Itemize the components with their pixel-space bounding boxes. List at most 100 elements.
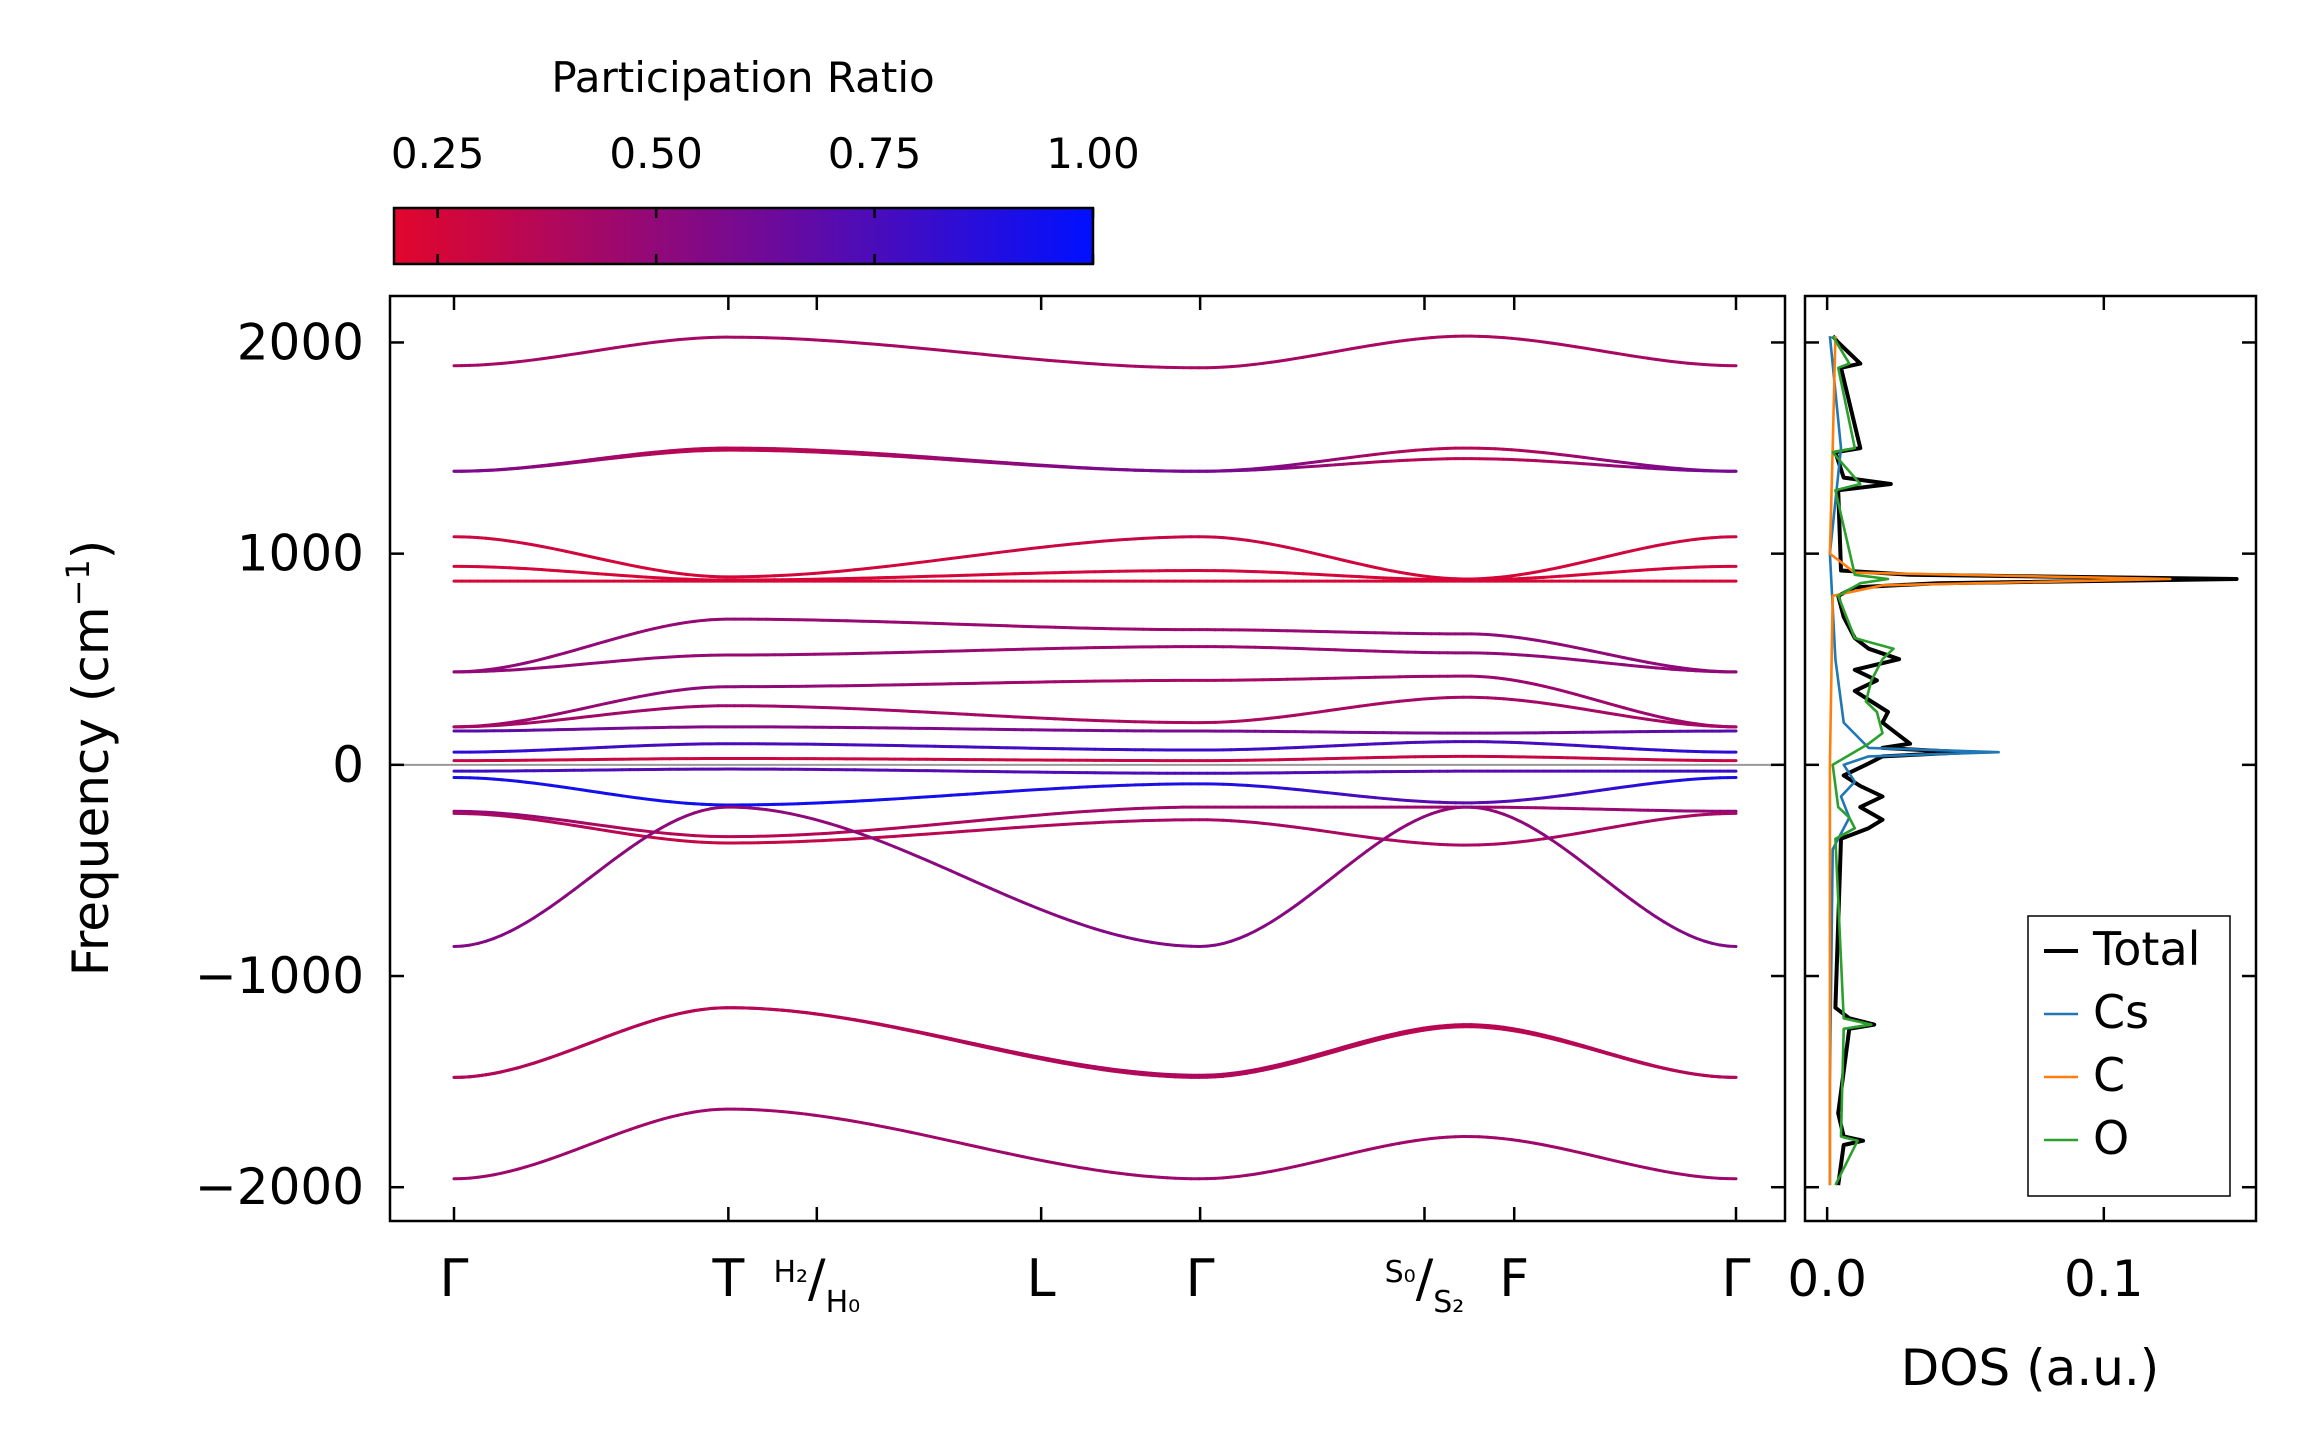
band-line-segment: [540, 905, 552, 915]
legend-label-cs: Cs: [2093, 985, 2149, 1039]
dos-series-total: [1831, 334, 2239, 1186]
band-line-segment: [556, 894, 568, 903]
band-line-segment: [1365, 843, 1377, 853]
band-line-segment: [1614, 886, 1626, 896]
colorbar: Participation Ratio 0.25 0.50 0.75 1.00: [391, 53, 1140, 266]
band-line-segment: [1518, 819, 1530, 827]
y-axis-label: Frequency (cm−1): [59, 540, 120, 977]
dos-y-ticks: [1805, 341, 2256, 1189]
band-line-segment: [548, 899, 560, 909]
band-x-tick-label-sub: S₂: [1433, 1285, 1464, 1320]
band-line-segment: [1349, 855, 1361, 865]
colorbar-tick-label: 0.50: [609, 129, 703, 178]
band-line-segment: [508, 925, 520, 933]
band-line-segment: [516, 921, 528, 929]
band-y-tick-label: −1000: [195, 947, 364, 1005]
band-line-segment: [1526, 823, 1538, 832]
band-line-segment: [1550, 838, 1562, 847]
band-line-segment: [1542, 833, 1554, 842]
colorbar-tick-label: 1.00: [1046, 129, 1140, 178]
band-line-segment: [1646, 909, 1658, 919]
colorbar-gradient: [392, 206, 1095, 266]
dos-series-c: [1828, 336, 2172, 1186]
dos-series-cs: [1828, 335, 2000, 1186]
band-line-segment: [1253, 925, 1265, 933]
band-line-segment: [1638, 904, 1650, 913]
band-line-segment: [1381, 832, 1393, 841]
legend-frame: [2027, 915, 2231, 1197]
band-line-segment: [1630, 898, 1642, 908]
band-line-segment: [1301, 892, 1313, 902]
band-x-tick-label: Γ: [1722, 1249, 1751, 1309]
band-y-tick-label: 0: [332, 736, 364, 794]
band-line-segment: [660, 821, 672, 829]
dos-lines: [1828, 334, 2239, 1186]
band-line-segment: [572, 882, 584, 892]
band-line-segment: [1309, 886, 1321, 896]
dos-x-tick-label: 0.0: [1787, 1250, 1867, 1308]
band-line-segment: [564, 888, 576, 898]
band-line-segment: [1397, 823, 1409, 831]
band-plot-frame: [388, 294, 1787, 1223]
band-x-tick-label: Γ: [1186, 1249, 1215, 1309]
band-line-segment: [1598, 874, 1610, 884]
band-line-segment: [1670, 925, 1682, 933]
band-line-segment: [524, 916, 536, 925]
dos-x-axis-label: DOS (a.u.): [1901, 1339, 2160, 1397]
colorbar-tick-label: 0.75: [828, 129, 922, 178]
band-line-segment: [1373, 837, 1385, 847]
band-line-segment: [1333, 867, 1345, 877]
band-line-segment: [1261, 920, 1273, 929]
band-line-segment: [1277, 910, 1289, 919]
band-line-segment: [1566, 849, 1578, 859]
band-line-segment: [1357, 849, 1369, 859]
legend-label-o: O: [2093, 1111, 2129, 1165]
legend: Total Cs CO: [2027, 915, 2231, 1197]
band-line-segment: [644, 830, 656, 839]
dos-series-o: [1831, 335, 1895, 1186]
band-line-segment: [620, 846, 632, 855]
band-x-tick-label-sub: H₀: [826, 1285, 861, 1320]
band-line-segment: [636, 835, 648, 844]
band-x-tick-label-slash: /: [1416, 1249, 1434, 1309]
band-x-tick-label: T: [711, 1249, 744, 1309]
colorbar-label: Participation Ratio: [551, 53, 934, 102]
band-x-tick-label: F: [1499, 1249, 1529, 1309]
y-axis-label-sup: −1: [59, 559, 97, 606]
band-line-segment: [1317, 880, 1329, 890]
band-x-tick-label-slash: /: [808, 1249, 826, 1309]
band-line-segment: [580, 875, 592, 886]
band-line-segment: [1654, 915, 1666, 924]
dos-x-ticks: 0.0 0.1: [1787, 296, 2144, 1308]
band-line-segment: [612, 851, 624, 861]
y-axis-label-close: ): [62, 540, 120, 560]
band-x-tick-label-sup: H₂: [773, 1255, 808, 1290]
band-line-segment: [532, 911, 544, 920]
legend-label-c: C: [2093, 1048, 2125, 1102]
band-x-tick-label-sup: S₀: [1385, 1255, 1416, 1290]
band-line-segment: [1622, 892, 1634, 902]
colorbar-ticks: 0.25 0.50 0.75 1.00: [391, 129, 1140, 264]
band-line-segment: [1558, 843, 1570, 853]
band-x-tick-label: Γ: [440, 1249, 469, 1309]
band-x-tick-label: L: [1027, 1249, 1056, 1309]
dos-plot-frame: [1803, 294, 2258, 1223]
y-axis-label-main: Frequency (cm: [62, 606, 120, 976]
band-line-segment: [1389, 827, 1401, 836]
dos-x-tick-label: 0.1: [2064, 1250, 2144, 1308]
band-lines: [452, 334, 1738, 1181]
band-line-segment: [1341, 861, 1353, 871]
band-line-segment: [1590, 867, 1602, 878]
band-line-segment: [1662, 920, 1674, 929]
band-line-segment: [1582, 861, 1594, 871]
band-y-tick-label: 1000: [237, 525, 364, 583]
band-line-segment: [1293, 898, 1305, 908]
band-line-segment: [596, 863, 608, 873]
colorbar-tick-label: 0.25: [391, 129, 485, 178]
band-line-segment: [1285, 904, 1297, 914]
band-x-ticks: Γ T H₂/H₀ L Γ S₀/S₂ F Γ: [440, 296, 1751, 1320]
band-y-tick-label: −2000: [195, 1158, 364, 1216]
band-line-segment: [1574, 855, 1586, 865]
